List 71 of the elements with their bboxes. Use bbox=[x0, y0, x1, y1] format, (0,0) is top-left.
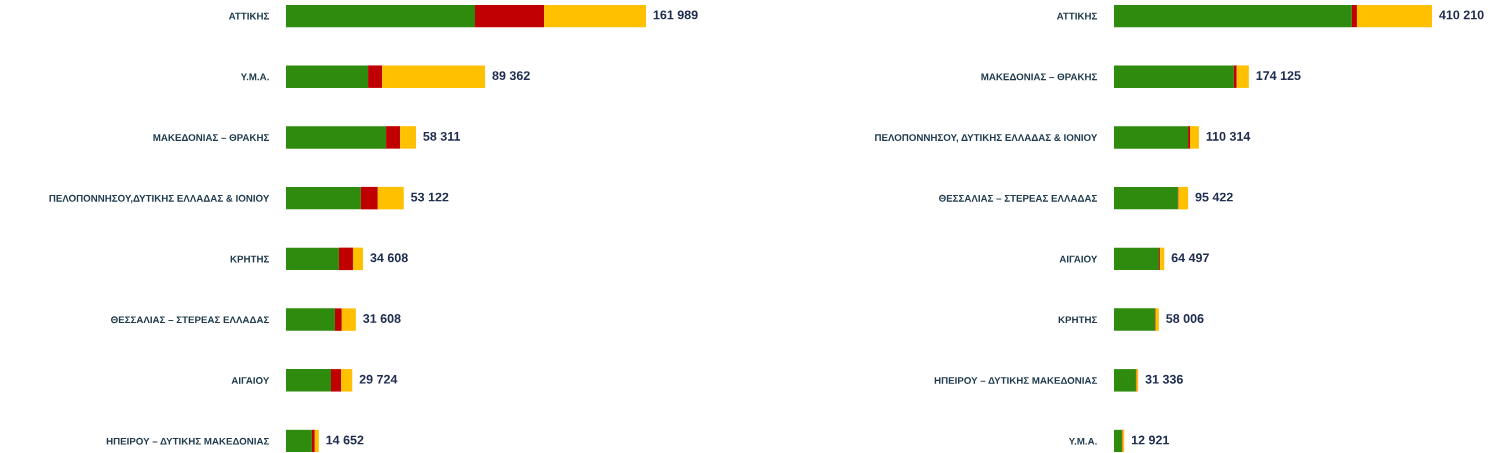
bar bbox=[286, 247, 339, 271]
annotation: 161 989 bbox=[653, 10, 698, 20]
bar bbox=[1114, 308, 1156, 331]
bar bbox=[1233, 65, 1237, 88]
bar bbox=[360, 186, 378, 210]
bar bbox=[1178, 186, 1189, 210]
bar bbox=[286, 5, 475, 28]
annotation: 12 921 bbox=[1131, 435, 1169, 445]
bar bbox=[311, 429, 315, 452]
bar bbox=[286, 126, 387, 149]
bar bbox=[377, 186, 404, 210]
annotation: 95 422 bbox=[1195, 192, 1233, 202]
y-tick-label: ΑΤΤΙΚΗΣ bbox=[1056, 12, 1098, 20]
bar bbox=[286, 429, 312, 452]
bar bbox=[1190, 126, 1199, 149]
y-tick-label: ΠΕΛΟΠΟΝΝΗΣΟΥ, ΔΥΤΙΚΗΣ ΕΛΛΑΔΑΣ & ΙΟΝΙΟΥ bbox=[875, 134, 1098, 143]
bar bbox=[1160, 247, 1165, 271]
bar bbox=[1114, 429, 1122, 452]
bar bbox=[286, 308, 335, 331]
bar bbox=[1356, 5, 1432, 28]
bar bbox=[475, 5, 545, 28]
y-tick-label: ΚΡΗΤΗΣ bbox=[1058, 316, 1098, 324]
annotation: 174 125 bbox=[1256, 71, 1301, 81]
bar bbox=[341, 308, 356, 331]
annotation: 34 608 bbox=[370, 253, 408, 263]
bar bbox=[338, 247, 353, 271]
y-tick-label: ΠΕΛΟΠΟΝΝΗΣΟΥ,ΔΥΤΙΚΗΣ ΕΛΛΑΔΑΣ & ΙΟΝΙΟΥ bbox=[49, 194, 270, 204]
annotation: 58 311 bbox=[423, 131, 461, 141]
bar bbox=[544, 5, 646, 28]
bar bbox=[1114, 5, 1352, 28]
bar bbox=[1236, 65, 1249, 88]
y-tick-label: ΘΕΣΣΑΛΙΑΣ – ΣΤΕΡΕΑΣ ΕΛΛΑΔΑΣ bbox=[111, 316, 270, 324]
annotation: 410 210 bbox=[1439, 10, 1484, 20]
bar bbox=[286, 369, 331, 392]
bar bbox=[386, 126, 401, 149]
annotation: 14 652 bbox=[326, 435, 364, 445]
bar bbox=[1114, 369, 1136, 392]
annotation: 53 122 bbox=[411, 192, 449, 202]
y-tick-label: Υ.Μ.Α. bbox=[240, 73, 269, 81]
bar bbox=[334, 308, 342, 331]
annotation: 31 336 bbox=[1145, 374, 1183, 384]
y-tick-label: ΜΑΚΕΔΟΝΙΑΣ – ΘΡΑΚΗΣ bbox=[981, 73, 1098, 81]
bar bbox=[286, 65, 369, 88]
annotation: 58 006 bbox=[1166, 314, 1204, 323]
y-tick-label: ΑΤΤΙΚΗΣ bbox=[228, 12, 270, 20]
y-tick-label: ΗΠΕΙΡΟΥ – ΔΥΤΙΚΗΣ ΜΑΚΕΔΟΝΙΑΣ bbox=[106, 437, 270, 445]
bar bbox=[1114, 186, 1178, 210]
y-tick-label: ΑΙΓΑΙΟΥ bbox=[231, 377, 270, 384]
bar bbox=[331, 369, 342, 392]
annotation: 89 362 bbox=[492, 71, 530, 81]
bar bbox=[1114, 247, 1160, 271]
y-tick-label: ΘΕΣΣΑΛΙΑΣ – ΣΤΕΡΕΑΣ ΕΛΛΑΔΑΣ bbox=[939, 194, 1098, 202]
annotation: 110 314 bbox=[1206, 131, 1251, 141]
bar bbox=[382, 65, 486, 88]
bar bbox=[1114, 126, 1189, 149]
bar bbox=[352, 247, 364, 271]
y-tick-label: ΑΙΓΑΙΟΥ bbox=[1059, 255, 1098, 263]
y-tick-label: ΗΠΕΙΡΟΥ – ΔΥΤΙΚΗΣ ΜΑΚΕΔΟΝΙΑΣ bbox=[934, 377, 1098, 384]
y-tick-label: ΚΡΗΤΗΣ bbox=[230, 255, 270, 263]
bar bbox=[400, 126, 416, 149]
bar bbox=[341, 369, 353, 392]
y-tick-label: ΜΑΚΕΔΟΝΙΑΣ – ΘΡΑΚΗΣ bbox=[153, 134, 270, 142]
bar bbox=[368, 65, 383, 88]
bar bbox=[1114, 65, 1234, 88]
y-tick-label: Υ.Μ.Α. bbox=[1068, 437, 1097, 445]
bar bbox=[1351, 5, 1357, 28]
annotation: 29 724 bbox=[359, 374, 398, 384]
bar bbox=[314, 429, 319, 452]
bar bbox=[286, 186, 361, 210]
annotation: 31 608 bbox=[363, 314, 401, 323]
annotation: 64 497 bbox=[1171, 253, 1209, 263]
